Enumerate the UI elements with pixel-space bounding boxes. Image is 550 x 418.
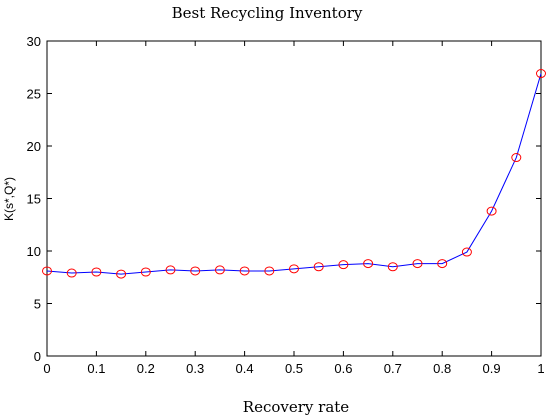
data-point-marker <box>338 260 349 270</box>
x-tick-label: 0.9 <box>483 361 501 376</box>
data-point-marker <box>91 267 102 277</box>
data-point-marker <box>66 268 77 278</box>
x-axis-label: Recovery rate <box>243 398 350 416</box>
y-tick-label: 15 <box>27 192 41 207</box>
data-point-marker <box>412 259 423 269</box>
data-point-marker <box>289 264 299 274</box>
data-point-marker <box>42 266 52 276</box>
x-tick-label: 0 <box>43 361 50 376</box>
y-tick-label: 25 <box>27 87 41 102</box>
x-tick-label: 0.8 <box>433 361 451 376</box>
data-point-marker <box>140 267 151 277</box>
y-tick-label: 10 <box>27 244 41 259</box>
x-tick-label: 0.5 <box>285 361 303 376</box>
x-tick-label: 0.3 <box>186 361 204 376</box>
data-point-marker <box>264 266 275 276</box>
series-layer <box>42 69 546 279</box>
data-point-marker <box>486 206 497 216</box>
data-point-marker <box>363 259 374 269</box>
chart-title: Best Recycling Inventory <box>172 4 363 22</box>
x-tick-label: 0.7 <box>384 361 402 376</box>
data-point-marker <box>313 262 324 272</box>
data-point-marker <box>214 265 225 275</box>
y-tick-label: 20 <box>27 139 41 154</box>
data-point-marker <box>437 259 448 269</box>
ticks-layer: 0 0.1 0.2 0.3 0.4 0.5 0.6 0.7 0.8 0.9 105101520253… <box>27 34 545 376</box>
x-tick-label: 0.4 <box>236 361 254 376</box>
series-line <box>46 73 542 275</box>
y-axis-label: K(s*,Q*) <box>2 177 16 221</box>
data-point-marker <box>165 265 176 275</box>
data-point-marker <box>536 69 546 79</box>
y-tick-label: 0 <box>34 349 41 364</box>
plot-frame <box>46 40 542 357</box>
y-tick-label: 30 <box>27 34 41 49</box>
data-point-marker <box>387 262 398 272</box>
x-tick-label: 0.1 <box>87 361 105 376</box>
data-point-marker <box>511 153 522 163</box>
x-tick-label: 0.2 <box>137 361 155 376</box>
data-point-marker <box>116 269 127 279</box>
data-point-marker <box>239 266 250 276</box>
data-point-marker <box>461 247 472 257</box>
x-tick-label: 1 <box>537 361 544 376</box>
data-point-marker <box>190 266 201 276</box>
x-tick-label: 0.6 <box>334 361 352 376</box>
y-tick-label: 5 <box>34 297 41 312</box>
